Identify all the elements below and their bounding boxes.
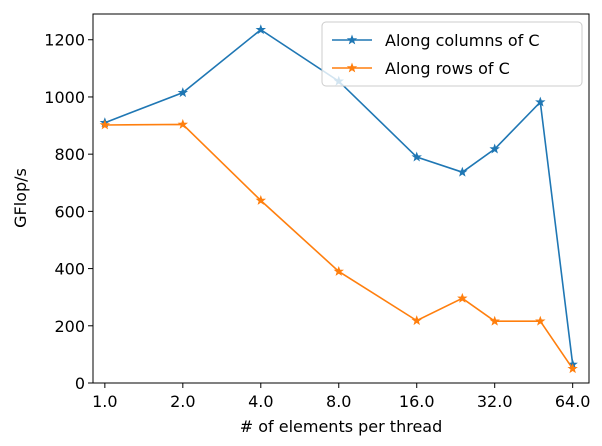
- y-tick-label: 400: [54, 260, 85, 279]
- y-tick-label: 0: [75, 374, 85, 393]
- legend-label: Along rows of C: [385, 59, 510, 78]
- axes-frame: [92, 13, 590, 384]
- x-tick-label: 64.0: [555, 392, 591, 411]
- data-point: [177, 118, 189, 129]
- y-tick-label: 800: [54, 145, 85, 164]
- data-point: [489, 143, 500, 154]
- data-point: [99, 119, 111, 130]
- series-line: [104, 123, 574, 370]
- legend-entry-1: Along columns of C: [332, 31, 540, 50]
- y-axis-label: GFlop/s: [11, 168, 30, 228]
- legend-label: Along columns of C: [385, 31, 540, 50]
- x-tick-label: 2.0: [170, 392, 195, 411]
- data-point: [535, 96, 546, 107]
- data-point: [457, 292, 468, 303]
- data-point: [333, 265, 344, 276]
- y-tick-label: 200: [54, 317, 85, 336]
- data-point: [255, 195, 267, 205]
- x-axis-label: # of elements per thread: [240, 417, 443, 436]
- legend-entry-2: Along rows of C: [332, 59, 510, 78]
- x-tick-label: 16.0: [399, 392, 435, 411]
- x-tick-label: 32.0: [477, 392, 513, 411]
- x-tick-label: 8.0: [326, 392, 351, 411]
- data-point: [411, 315, 422, 326]
- legend-marker: [346, 34, 358, 45]
- x-axis-ticks: 1.0 2.0 4.0 8.0 16.0 32.0 64.0: [92, 383, 590, 411]
- legend-marker: [346, 62, 358, 73]
- x-tick-label: 4.0: [248, 392, 273, 411]
- y-tick-label: 1200: [44, 31, 85, 50]
- data-point: [457, 166, 468, 177]
- series-2: [99, 118, 578, 374]
- data-point: [255, 24, 267, 35]
- y-axis-ticks: 0 200 400 600 800 1000 1200: [44, 31, 93, 393]
- x-tick-label: 1.0: [92, 392, 117, 411]
- data-point: [535, 315, 546, 326]
- data-point: [411, 151, 422, 162]
- data-point: [489, 315, 500, 326]
- y-tick-label: 1000: [44, 88, 85, 107]
- legend: Along columns of C Along rows of C: [321, 21, 583, 87]
- y-tick-label: 600: [54, 202, 85, 221]
- data-point: [567, 363, 578, 374]
- legend-box: [321, 21, 583, 87]
- data-point: [177, 87, 189, 98]
